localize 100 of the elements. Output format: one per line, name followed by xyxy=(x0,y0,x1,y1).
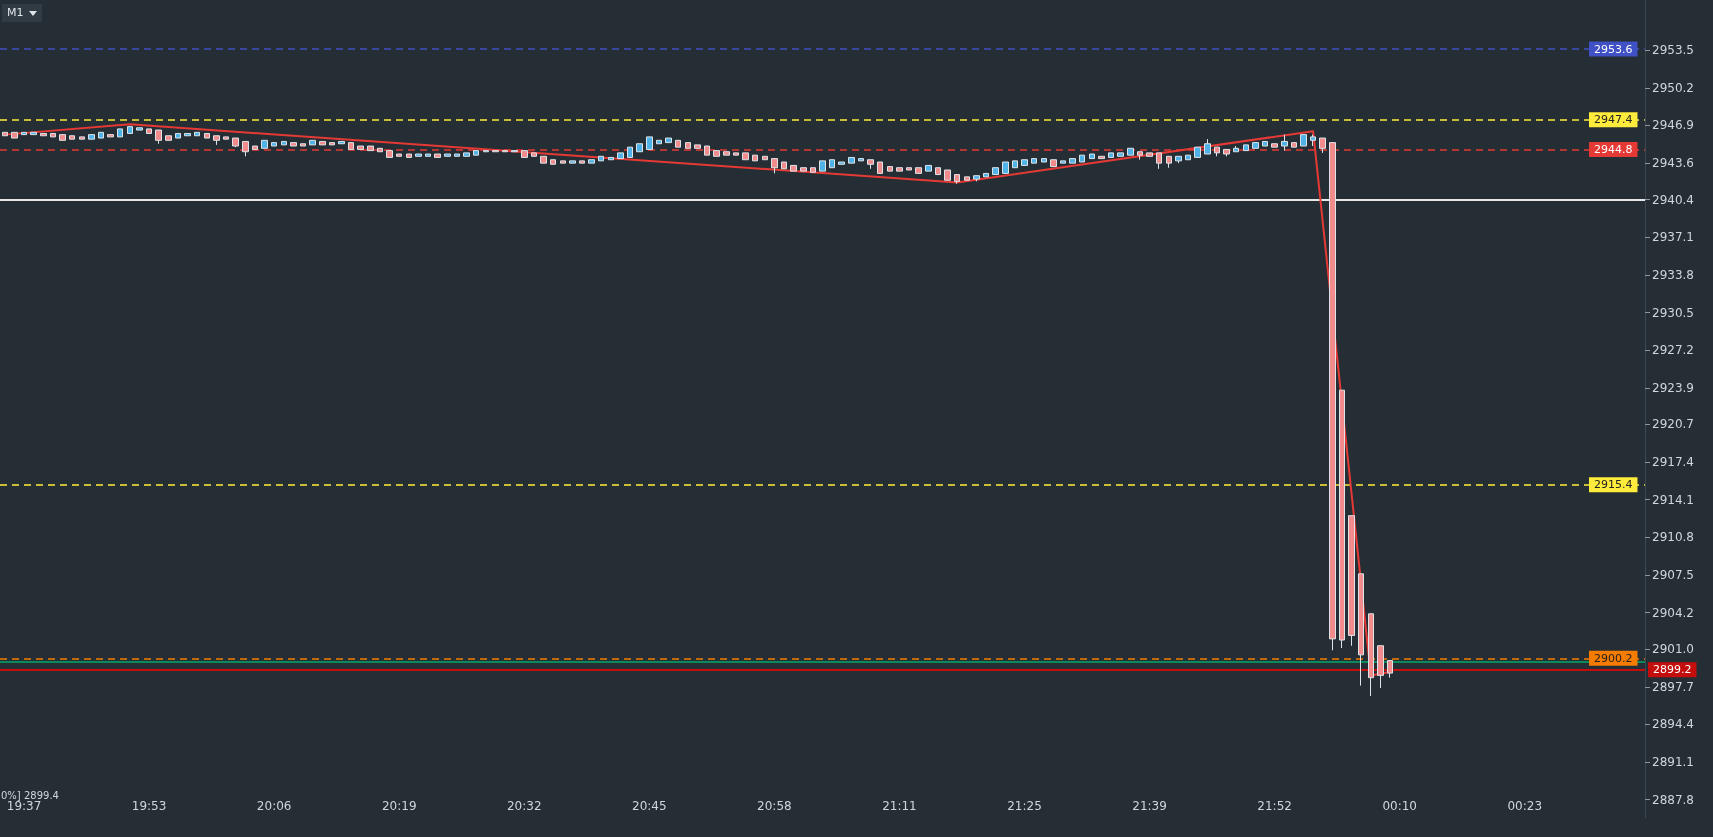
candlestick xyxy=(1156,152,1162,170)
candlestick xyxy=(69,135,75,140)
candlestick xyxy=(588,159,595,164)
candlestick xyxy=(1243,144,1249,152)
candlestick xyxy=(762,155,768,161)
candlestick xyxy=(1012,160,1018,169)
candlestick xyxy=(810,167,816,173)
candlestick xyxy=(992,167,999,176)
candlestick xyxy=(742,152,749,161)
y-tick-label: 2933.8 xyxy=(1652,267,1694,282)
candlestick xyxy=(973,175,980,182)
candlestick xyxy=(425,153,431,157)
ref-line-label: 2944.8 xyxy=(1594,142,1633,156)
candlestick xyxy=(1377,645,1384,689)
candlestick xyxy=(1089,153,1095,160)
candlestick xyxy=(1098,155,1105,160)
candlestick xyxy=(598,155,604,162)
candlestick xyxy=(1002,161,1009,174)
candlestick xyxy=(483,150,489,153)
y-tick-label: 2894.4 xyxy=(1652,717,1694,732)
candlestick xyxy=(694,144,701,149)
y-tick-label: 2950.2 xyxy=(1652,80,1694,95)
x-tick-label: 20:45 xyxy=(632,799,667,813)
y-tick-label: 2887.8 xyxy=(1652,792,1694,807)
candlestick xyxy=(377,147,383,153)
candlestick xyxy=(11,131,18,139)
candlestick xyxy=(1127,147,1134,156)
candlestick xyxy=(925,164,932,172)
candlestick xyxy=(175,132,181,139)
candlestick xyxy=(1079,154,1085,163)
candlestick xyxy=(1339,389,1345,649)
candlestick xyxy=(309,139,316,146)
candlestick xyxy=(1310,134,1316,147)
candlestick xyxy=(348,142,354,150)
ref-line-label: 2915.4 xyxy=(1594,478,1633,492)
candlestick xyxy=(800,167,807,172)
candlestick xyxy=(1146,152,1153,157)
candlestick xyxy=(1185,154,1191,161)
candlestick xyxy=(877,161,883,174)
candlestick xyxy=(752,154,758,162)
x-tick-label: 19:53 xyxy=(131,799,167,813)
candlestick xyxy=(232,137,239,148)
candlestick xyxy=(665,137,672,144)
candlestick xyxy=(21,131,27,136)
y-tick-label: 2910.8 xyxy=(1652,530,1694,545)
candlestick xyxy=(242,140,249,157)
candlestick xyxy=(1117,152,1124,157)
candlestick xyxy=(107,134,114,138)
y-tick-label: 2946.9 xyxy=(1652,118,1694,133)
candlestick xyxy=(1291,142,1297,148)
candlestick xyxy=(338,140,345,145)
candlestick xyxy=(1223,148,1230,157)
candlestick xyxy=(165,135,172,141)
candlestick xyxy=(675,139,681,148)
candlestick xyxy=(502,150,508,153)
y-tick-label: 2897.7 xyxy=(1652,679,1694,694)
x-tick-label: 00:23 xyxy=(1507,799,1543,813)
ref-line-label: 2953.6 xyxy=(1594,42,1633,56)
candlestick xyxy=(136,127,143,131)
x-tick-label: 20:19 xyxy=(381,799,417,813)
x-tick-label: 20:32 xyxy=(506,799,542,813)
candlestick xyxy=(1300,134,1307,147)
candlestick xyxy=(1194,146,1201,158)
candlestick xyxy=(1319,137,1326,154)
candlestick xyxy=(386,150,393,158)
candlestick xyxy=(954,174,960,185)
candlestick xyxy=(983,172,989,178)
candlestick xyxy=(1252,142,1259,149)
candlestick xyxy=(540,155,547,164)
candlestick xyxy=(511,150,518,153)
candlestick xyxy=(281,140,287,146)
candlestick xyxy=(213,135,220,146)
candlestick xyxy=(329,142,335,146)
candlestick xyxy=(887,166,893,172)
candlestick xyxy=(184,132,191,137)
candlestick xyxy=(771,158,778,174)
candlestick xyxy=(127,126,133,134)
candlestick xyxy=(1060,160,1066,164)
x-tick-label: 21:11 xyxy=(882,799,917,813)
annotation: M1 xyxy=(7,5,24,21)
candlestick xyxy=(656,139,662,145)
candlestick xyxy=(915,167,922,174)
x-tick-label: 20:58 xyxy=(757,799,792,813)
candlestick xyxy=(838,161,845,165)
annotation: 0%] 2899.4 xyxy=(1,790,59,801)
candlestick xyxy=(1387,660,1393,679)
candlestick xyxy=(636,143,643,153)
candlestick xyxy=(531,152,537,157)
candlestick xyxy=(223,136,229,140)
candlestick xyxy=(935,167,941,176)
candlestick xyxy=(704,145,710,156)
candlestick xyxy=(790,164,797,172)
y-tick-label: 2914.1 xyxy=(1652,492,1694,507)
candlestick xyxy=(300,143,306,147)
candlestick xyxy=(1041,158,1047,163)
candlestick xyxy=(261,139,268,149)
candlestick xyxy=(319,140,326,146)
candlestick xyxy=(155,129,162,145)
x-tick-label: 19:37 xyxy=(6,799,42,813)
candlestick xyxy=(579,160,585,164)
